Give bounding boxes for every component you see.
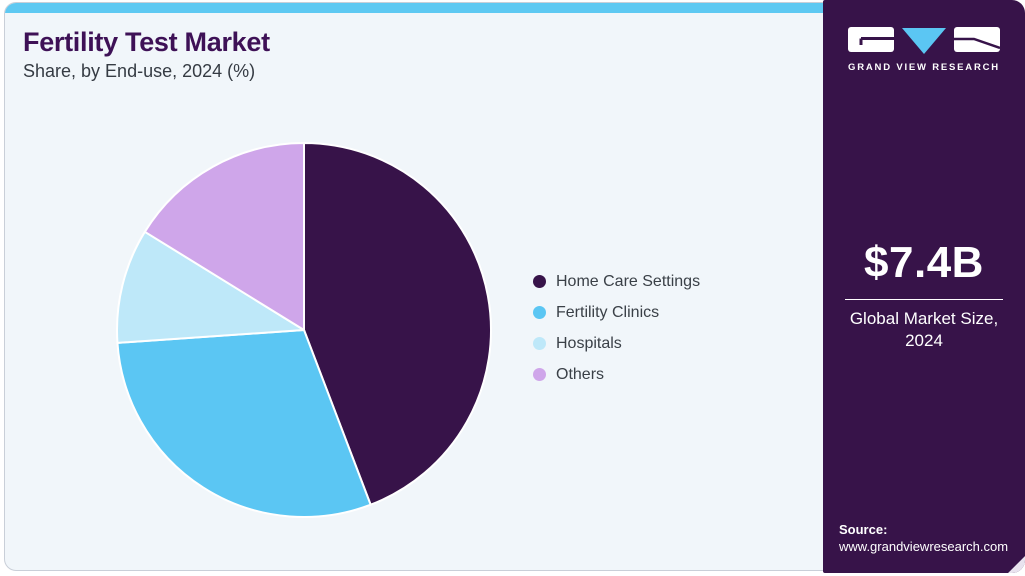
gvr-logo [823, 27, 1025, 54]
logo-wordmark: GRAND VIEW RESEARCH [848, 62, 1000, 73]
sidebar: GRAND VIEW RESEARCH $7.4B Global Market … [823, 0, 1025, 573]
source-label: Source: [839, 521, 888, 537]
legend-item: Others [533, 359, 700, 390]
market-size-caption: Global Market Size, 2024 [849, 309, 999, 350]
source-url: www.grandviewresearch.com [839, 539, 1009, 555]
pie-chart [116, 142, 493, 518]
top-accent-bar [5, 3, 1018, 13]
page-title: Fertility Test Market [23, 27, 270, 57]
legend-dot-hospitals [533, 337, 546, 350]
logo-v-triangle-icon [902, 28, 946, 54]
market-size-block: $7.4B Global Market Size, 2024 [823, 238, 1025, 352]
market-size-value: $7.4B [864, 238, 984, 287]
legend-label: Hospitals [556, 334, 622, 352]
legend-label: Others [556, 365, 605, 383]
pie-slice-2 [116, 230, 305, 344]
legend: Home Care Settings Fertility Clinics Hos… [533, 266, 700, 390]
legend-item: Fertility Clinics [533, 297, 700, 328]
logo-g-tile-icon [848, 27, 894, 52]
legend-label: Fertility Clinics [556, 303, 660, 321]
pie-slice-0 [303, 142, 493, 506]
page-curl [1007, 555, 1025, 573]
pie-slice-3 [143, 142, 305, 331]
legend-label: Home Care Settings [556, 272, 701, 290]
logo-r-tile-icon [954, 27, 1001, 52]
legend-dot-others [533, 368, 546, 381]
source-block: Source: www.grandviewresearch.com [839, 521, 1008, 556]
chart-subtitle: Share, by End-use, 2024 (%) [23, 61, 256, 81]
legend-dot-fertility-clinics [533, 306, 546, 319]
pie-slice-1 [116, 329, 372, 518]
legend-dot-home-care [533, 275, 546, 288]
legend-item: Home Care Settings [533, 266, 700, 297]
legend-item: Hospitals [533, 328, 700, 359]
market-size-divider [845, 299, 1003, 300]
